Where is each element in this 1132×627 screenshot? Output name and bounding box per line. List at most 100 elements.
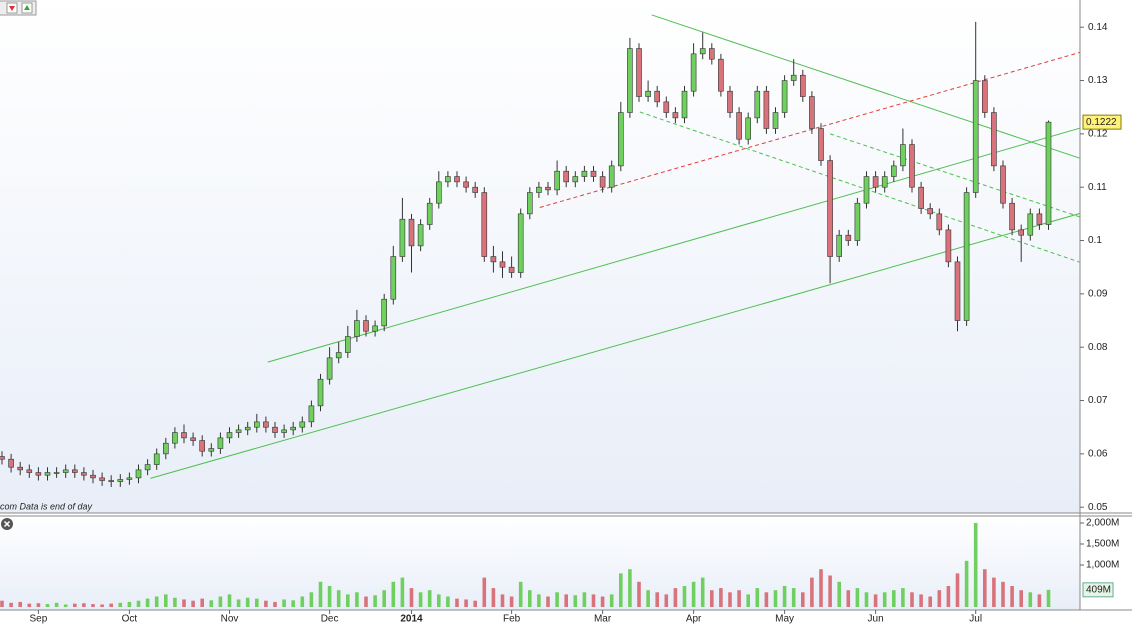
last-volume-label: 409M	[1086, 584, 1111, 595]
volume-bar	[637, 581, 641, 607]
volume-bar	[691, 581, 696, 607]
volume-bar	[464, 599, 468, 607]
y-tick-label: 0.12	[1088, 129, 1108, 140]
volume-bar	[628, 569, 632, 607]
candle-body	[481, 192, 488, 257]
volume-bar	[755, 588, 760, 607]
x-tick-label: Feb	[503, 614, 521, 625]
volume-bar	[182, 599, 186, 607]
candle-body	[363, 320, 369, 332]
candle-body	[144, 464, 151, 471]
candle-body	[1045, 121, 1052, 225]
candle-body	[845, 234, 852, 241]
volume-bar	[564, 594, 568, 607]
volume-bar	[919, 594, 923, 607]
volume-bar	[837, 581, 841, 607]
candle-body	[226, 432, 233, 439]
candle-body	[463, 181, 469, 188]
volume-bar	[427, 590, 432, 607]
y-tick-label: 0.1	[1088, 235, 1102, 246]
toolbar	[0, 0, 37, 16]
volume-bar	[18, 601, 22, 607]
candle-body	[599, 176, 606, 188]
candle-body	[672, 112, 679, 119]
price-pane	[0, 0, 1080, 513]
volume-bar	[664, 594, 669, 607]
candle-body	[326, 357, 333, 380]
volume-bar	[109, 603, 113, 607]
y-tick-label: 0.13	[1088, 75, 1108, 86]
candle-body	[954, 261, 961, 321]
volume-bar	[473, 600, 477, 607]
volume-bar	[218, 596, 223, 607]
candle-body	[718, 58, 724, 92]
volume-bar	[964, 560, 969, 607]
volume-bar	[400, 577, 405, 607]
candle-body	[299, 421, 306, 428]
candle-body	[909, 144, 915, 188]
volume-bar	[136, 600, 141, 607]
volume-bar	[145, 598, 150, 607]
volume-bar	[100, 604, 104, 607]
candle-body	[536, 186, 542, 193]
volume-bar	[600, 596, 605, 607]
candle-body	[517, 213, 524, 273]
volume-bar	[1037, 594, 1042, 607]
volume-bar	[437, 594, 441, 607]
volume-bar	[291, 600, 295, 607]
candle-body	[44, 472, 51, 476]
candle-body	[126, 477, 133, 480]
volume-bar	[710, 590, 714, 607]
volume-bar	[373, 595, 377, 607]
volume-bar	[127, 601, 132, 607]
volume-bar	[719, 588, 723, 607]
y-tick-label: 0.07	[1088, 395, 1108, 406]
volume-bar	[500, 594, 505, 607]
volume-bar	[646, 590, 650, 607]
volume-bar	[573, 595, 578, 607]
candle-body	[681, 90, 688, 119]
up-icon	[24, 5, 30, 10]
candle-body	[8, 458, 14, 468]
candle-body	[381, 298, 388, 327]
volume-bar	[937, 590, 942, 607]
candle-body	[344, 336, 351, 353]
candle-body	[991, 112, 997, 167]
volume-bar	[409, 588, 414, 607]
x-tick-label: Nov	[221, 614, 239, 625]
volume-bar	[273, 601, 277, 607]
candle-body	[818, 128, 824, 161]
volume-bar	[346, 594, 350, 607]
candle-body	[81, 472, 87, 476]
candle-body	[936, 213, 943, 231]
candle-body	[163, 442, 169, 455]
candle-body	[117, 479, 124, 482]
volume-bar	[300, 596, 305, 607]
candle-body	[981, 80, 988, 113]
candle-body	[181, 432, 187, 439]
volume-bar	[819, 569, 823, 607]
y-tick-label: 0.08	[1088, 342, 1108, 353]
candle-body	[572, 176, 579, 183]
volume-bar	[873, 594, 878, 607]
volume-bar	[1010, 586, 1014, 607]
volume-bar	[245, 597, 250, 607]
volume-bar	[864, 592, 869, 607]
candle-body	[153, 453, 160, 465]
candle-body	[0, 456, 5, 460]
candle-body	[727, 90, 733, 113]
candle-body	[263, 421, 269, 428]
candle-body	[972, 80, 979, 193]
volume-bar	[264, 600, 268, 607]
candle-body	[26, 469, 33, 473]
volume-bar	[191, 600, 195, 607]
volume-bar	[791, 588, 796, 607]
close-volume[interactable]	[1, 518, 13, 530]
candle-body	[390, 256, 397, 300]
candle-body	[108, 480, 114, 482]
candle-body	[53, 472, 60, 474]
volume-bar	[528, 590, 532, 607]
candle-body	[918, 186, 924, 209]
